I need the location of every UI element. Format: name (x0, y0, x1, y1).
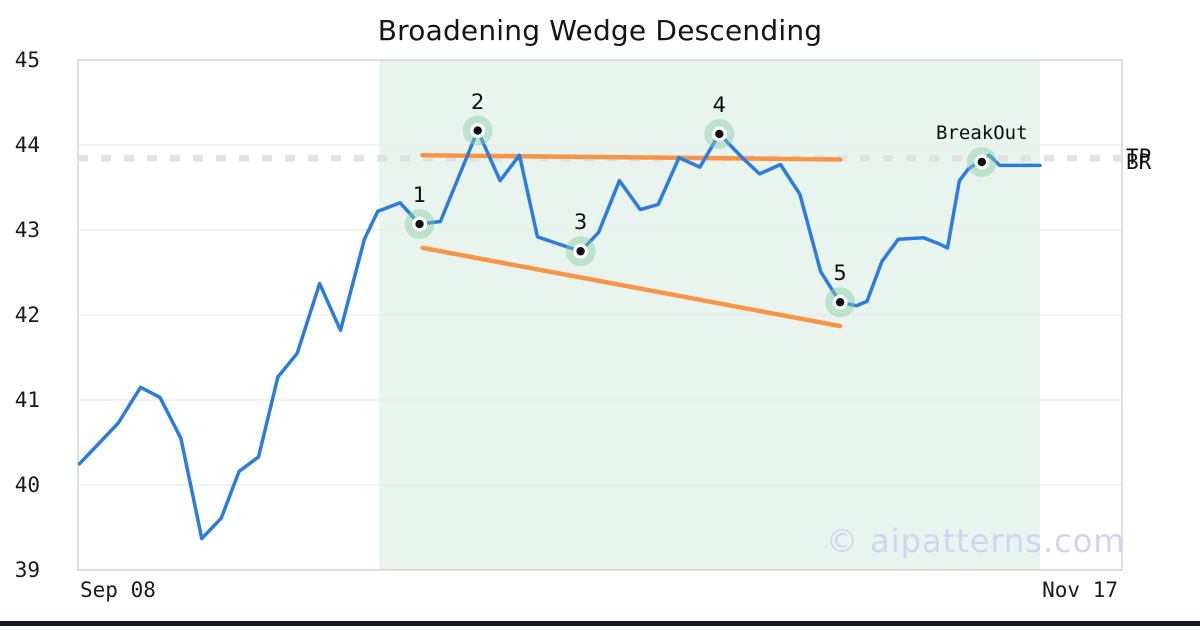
marker-dot (473, 126, 482, 135)
pivot-label-2: 2 (471, 89, 485, 114)
y-tick-label: 43 (14, 218, 40, 242)
y-tick-label: 42 (14, 303, 40, 327)
x-tick-end: Nov 17 (1042, 578, 1118, 602)
plot-border (77, 59, 1123, 571)
y-tick-label: 40 (14, 473, 40, 497)
pivot-label-5: 5 (833, 261, 847, 286)
chart-title: Broadening Wedge Descending (377, 14, 823, 47)
y-tick-label: 45 (14, 48, 40, 72)
wedge-line-lower (420, 245, 843, 329)
y-tick-label: 39 (14, 558, 40, 582)
breakout-label: BreakOut (936, 122, 1028, 144)
marker-dot (715, 129, 724, 139)
footer-bar (0, 621, 1200, 626)
pivot-label-4: 4 (712, 92, 726, 117)
marker-dot (415, 219, 424, 229)
pivot-label-1: 1 (412, 183, 427, 208)
pivot-label-3: 3 (573, 210, 588, 235)
y-tick-label: 44 (14, 133, 40, 157)
y-tick-label: 41 (14, 388, 40, 412)
marker-dot (835, 298, 845, 307)
price-line (77, 128, 1042, 541)
br-level-label: BR (1126, 150, 1152, 175)
marker-dot (977, 157, 987, 167)
wedge-line-upper (420, 152, 843, 162)
x-tick-start: Sep 08 (80, 578, 156, 602)
watermark: © aipatterns.com (826, 522, 1126, 560)
tp-level-label: TP (1126, 144, 1152, 169)
marker-dot (576, 247, 585, 256)
